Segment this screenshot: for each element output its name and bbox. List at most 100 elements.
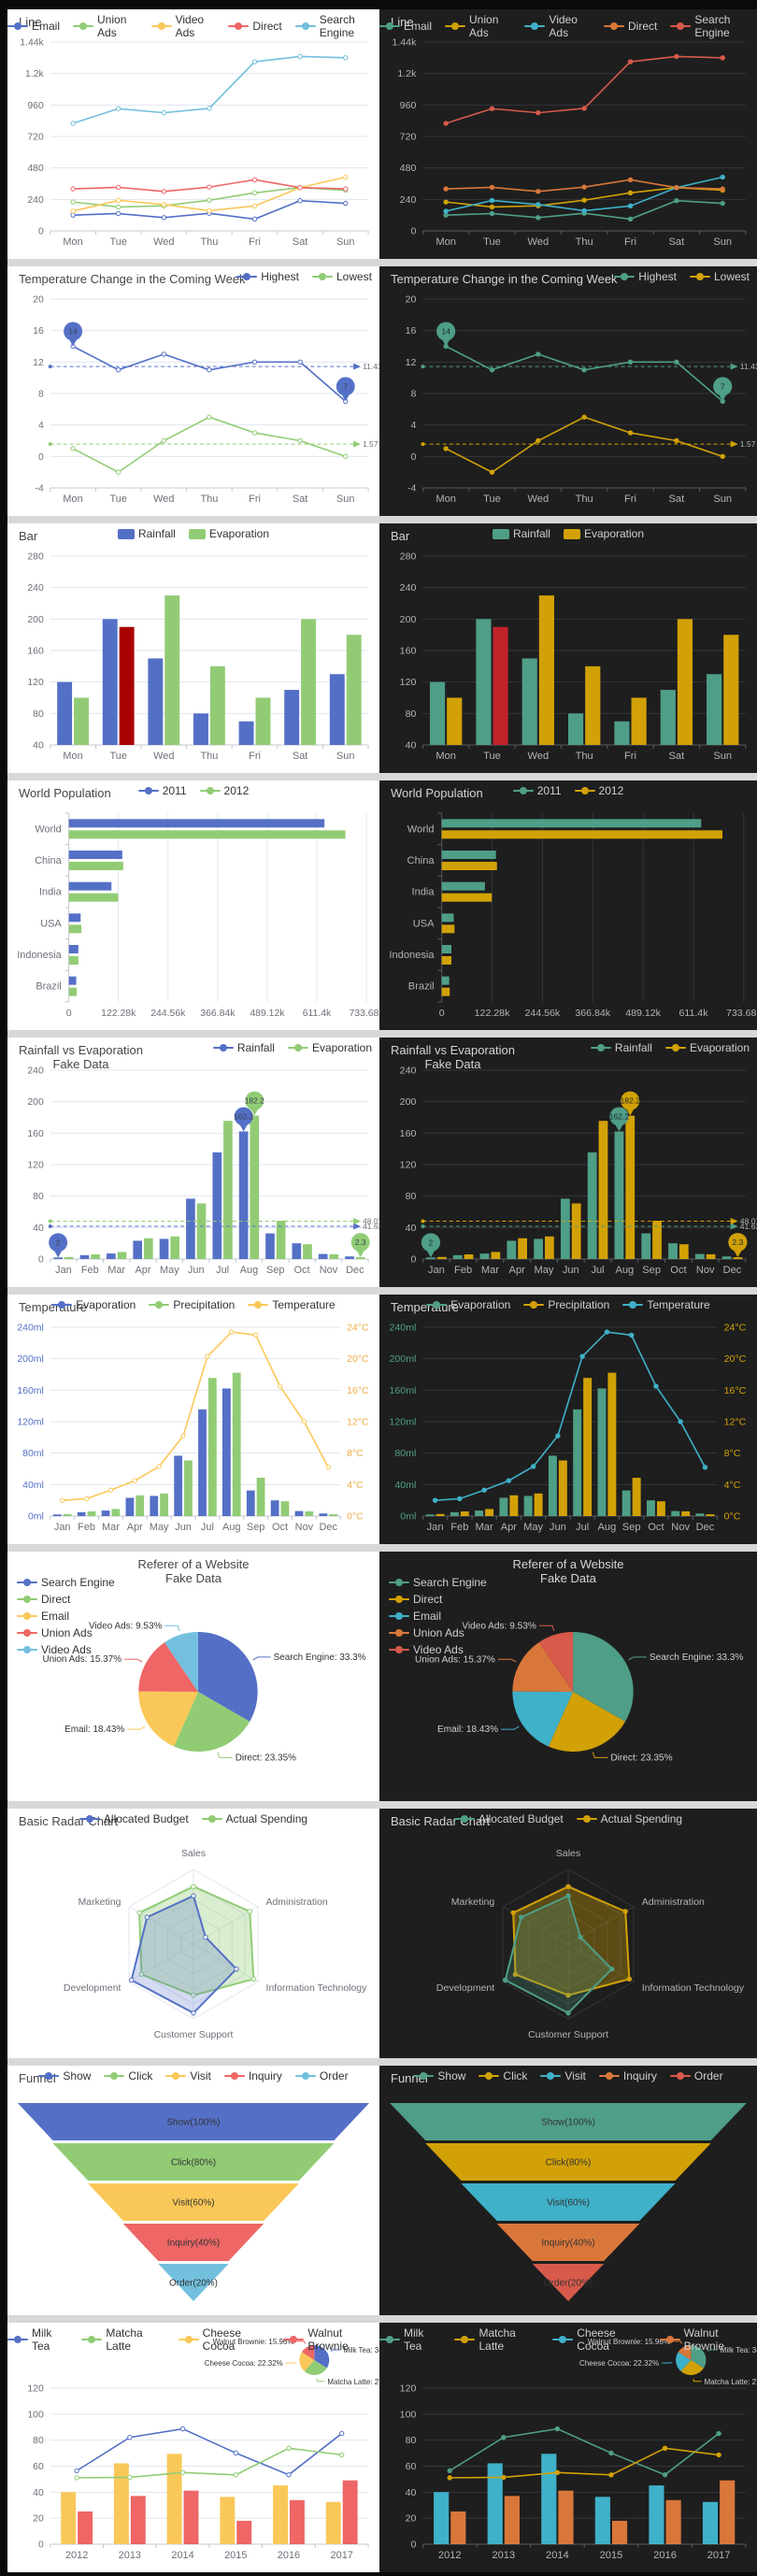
bar[interactable] — [441, 881, 485, 891]
data-point-marker[interactable] — [179, 2426, 186, 2432]
bar[interactable] — [656, 1501, 665, 1516]
bar[interactable] — [68, 956, 79, 965]
funnel-stage-Order[interactable]: Order(20%) — [158, 2264, 229, 2301]
bar[interactable] — [441, 956, 451, 965]
bar[interactable] — [111, 1509, 121, 1516]
series-bars-Walnut Brownie[interactable] — [450, 2480, 736, 2544]
data-point-marker[interactable] — [530, 1464, 536, 1469]
legend-item[interactable]: 2011 — [137, 784, 187, 797]
pie-slice-Email[interactable] — [138, 1691, 198, 1747]
bar[interactable] — [425, 1514, 435, 1516]
data-point-marker[interactable] — [674, 437, 679, 444]
bar[interactable] — [284, 690, 300, 745]
series-bars-2012[interactable] — [441, 830, 723, 996]
bar[interactable] — [436, 1256, 447, 1259]
bar[interactable] — [184, 1460, 193, 1516]
legend-item[interactable]: Video Ads — [389, 1643, 464, 1656]
bar[interactable] — [558, 1460, 567, 1516]
legend-item[interactable]: Email — [379, 20, 432, 33]
bar[interactable] — [136, 1495, 145, 1516]
legend-item[interactable]: Highest — [236, 270, 299, 283]
bar[interactable] — [256, 1478, 265, 1516]
bar[interactable] — [523, 1496, 533, 1516]
bar[interactable] — [695, 1513, 705, 1516]
data-point-marker[interactable] — [447, 2475, 452, 2481]
bar[interactable] — [232, 1372, 241, 1516]
data-point-marker[interactable] — [74, 2468, 79, 2474]
bar[interactable] — [117, 1252, 127, 1259]
bar[interactable] — [677, 619, 693, 745]
bar[interactable] — [150, 1496, 159, 1516]
bar[interactable] — [68, 987, 78, 996]
data-point-marker[interactable] — [604, 1329, 610, 1335]
data-point-marker[interactable] — [252, 1332, 259, 1338]
legend-item[interactable]: Video Ads — [524, 13, 591, 39]
bar[interactable] — [345, 1256, 354, 1259]
bar[interactable] — [476, 619, 492, 745]
funnel-stage-Show[interactable]: Show(100%) — [390, 2103, 747, 2140]
bar[interactable] — [68, 893, 119, 902]
pie-slice-Video Ads[interactable] — [538, 1632, 574, 1692]
chart-canvas-funnel-light[interactable]: Show(100%) Click(80%) Visit(60%) Inquiry(40… — [7, 2066, 379, 2315]
bar[interactable] — [460, 1511, 469, 1516]
data-point-marker[interactable] — [554, 2426, 561, 2432]
bar[interactable] — [273, 2485, 288, 2544]
legend-item[interactable]: Rainfall — [492, 527, 550, 540]
legend-item[interactable]: Evaporation — [664, 1041, 750, 1054]
legend-item[interactable]: Highest — [614, 270, 677, 283]
bar[interactable] — [499, 1497, 508, 1516]
series-line-Video Ads[interactable] — [70, 174, 349, 214]
series-line-Highest[interactable] — [70, 343, 349, 405]
data-point-marker[interactable] — [251, 203, 258, 209]
series-line-Temperature[interactable] — [60, 1329, 331, 1503]
bar[interactable] — [329, 1514, 338, 1516]
bar[interactable] — [238, 721, 254, 745]
legend-item[interactable]: Rainfall — [590, 1041, 652, 1054]
bar[interactable] — [441, 913, 454, 923]
data-point-marker[interactable] — [207, 208, 212, 214]
legend-item[interactable]: Email — [389, 1610, 441, 1623]
radar-series-Allocated Budget[interactable] — [502, 1893, 615, 2016]
bar[interactable] — [68, 862, 123, 870]
bar[interactable] — [77, 1511, 86, 1516]
chart-canvas-world-population-light[interactable]: 0 122.28k 244.56k 366.84k 489.12k 611.4k 733.6… — [7, 780, 379, 1030]
legend-item[interactable]: Allocated Budget — [453, 1812, 564, 1825]
data-point-marker[interactable] — [205, 1353, 210, 1359]
bar[interactable] — [196, 1203, 207, 1259]
data-point-marker[interactable] — [674, 359, 679, 365]
funnel-stage-Click[interactable]: Click(80%) — [425, 2143, 711, 2181]
bar[interactable] — [702, 2501, 719, 2544]
bar[interactable] — [607, 1372, 617, 1516]
funnel-band[interactable] — [158, 2264, 229, 2301]
bar[interactable] — [491, 1252, 501, 1259]
radar-series-Actual Spending[interactable] — [510, 1883, 633, 1998]
series-line-Matcha Latte[interactable] — [447, 2445, 721, 2481]
bar[interactable] — [63, 1513, 72, 1516]
bar[interactable] — [255, 697, 271, 746]
funnel-band[interactable] — [88, 2183, 299, 2221]
data-point-marker[interactable] — [161, 109, 166, 116]
legend-item[interactable]: Matcha Latte — [454, 2326, 539, 2353]
data-point-marker[interactable] — [720, 186, 725, 192]
data-point-marker[interactable] — [70, 186, 76, 192]
data-point-marker[interactable] — [653, 1383, 659, 1389]
bar[interactable] — [68, 945, 79, 953]
funnel-stage-Show[interactable]: Show(100%) — [17, 2103, 370, 2140]
bar[interactable] — [265, 1233, 275, 1259]
bar[interactable] — [148, 658, 164, 745]
legend-item[interactable]: Evaporation — [426, 1298, 510, 1311]
data-point-marker[interactable] — [581, 208, 587, 214]
bar[interactable] — [665, 2499, 681, 2544]
bar[interactable] — [355, 1257, 365, 1259]
pie-slice-Matcha Latte[interactable] — [680, 2360, 704, 2375]
data-point-marker[interactable] — [443, 199, 449, 205]
funnel-band[interactable] — [461, 2183, 676, 2221]
legend-item[interactable]: Milk Tea — [379, 2326, 441, 2353]
data-point-marker[interactable] — [447, 2468, 452, 2474]
legend-item[interactable]: Precipitation — [149, 1298, 235, 1311]
radar-series-Actual Spending[interactable] — [136, 1883, 257, 1998]
data-point-marker[interactable] — [161, 189, 166, 194]
bar[interactable] — [573, 1409, 582, 1516]
data-point-marker[interactable] — [627, 177, 634, 182]
